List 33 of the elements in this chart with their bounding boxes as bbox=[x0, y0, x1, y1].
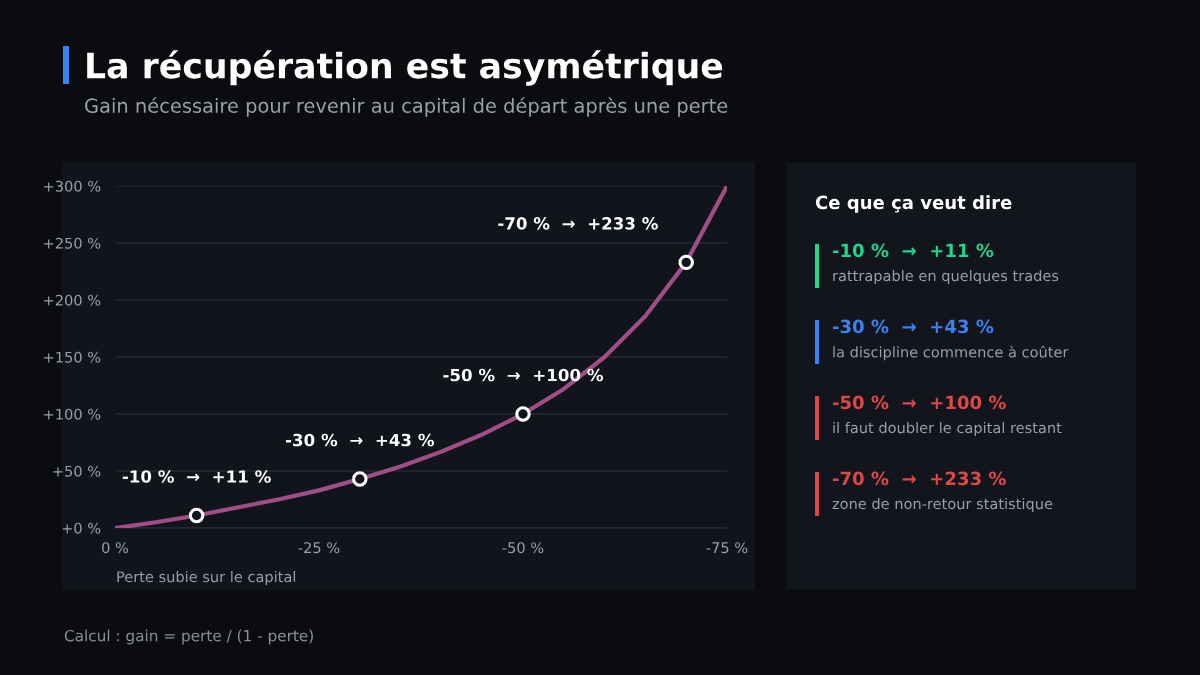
y-tick-label: +100 % bbox=[44, 408, 101, 420]
text: zone de non-retour statistique bbox=[832, 497, 1053, 513]
text: Calcul : gain = perte / (1 - perte) bbox=[64, 629, 313, 645]
line-series bbox=[115, 186, 727, 528]
y-tick-label: +50 % bbox=[53, 465, 101, 477]
annotation: -30 % → +43 % bbox=[285, 433, 434, 447]
y-tick-label: +150 % bbox=[44, 351, 101, 363]
text: -30 % → +43 % bbox=[832, 319, 994, 334]
y-tick-label: +300 % bbox=[44, 180, 101, 192]
y-tick-label: +250 % bbox=[44, 237, 101, 249]
text: -10 % → +11 % bbox=[832, 243, 994, 258]
chart-subtitle: Gain nécessaire pour revenir au capital de départ après une perte bbox=[85, 97, 728, 117]
chart-title: La récupération est asymétrique bbox=[87, 50, 723, 86]
text: la discipline commence à coûter bbox=[833, 345, 1069, 361]
annotation: -70 % → +233 % bbox=[498, 217, 658, 230]
x-tick-label: -25 % bbox=[298, 542, 340, 554]
annotation: -50 % → +100 % bbox=[443, 368, 603, 382]
x-tick-label: -50 % bbox=[502, 542, 544, 554]
point bbox=[188, 507, 205, 524]
annotation: -10 % → +11 % bbox=[122, 470, 271, 483]
text: -50 % → +100 % bbox=[832, 395, 1006, 410]
x-axis-title: Perte subie sur le capital bbox=[117, 570, 296, 586]
y-tick-label: +200 % bbox=[44, 294, 101, 306]
text: -70 % → +233 % bbox=[832, 471, 1006, 486]
x-tick-label: 0 % bbox=[102, 542, 129, 554]
point bbox=[515, 406, 531, 422]
x-tick-label: -75 % bbox=[706, 542, 748, 554]
text: il faut doubler le capital restant bbox=[833, 421, 1062, 437]
point bbox=[352, 471, 368, 487]
text: rattrapable en quelques trades bbox=[833, 269, 1059, 285]
y-tick-label: +0 % bbox=[62, 522, 101, 534]
point bbox=[678, 254, 694, 271]
text: Ce que ça veut dire bbox=[815, 195, 1012, 213]
